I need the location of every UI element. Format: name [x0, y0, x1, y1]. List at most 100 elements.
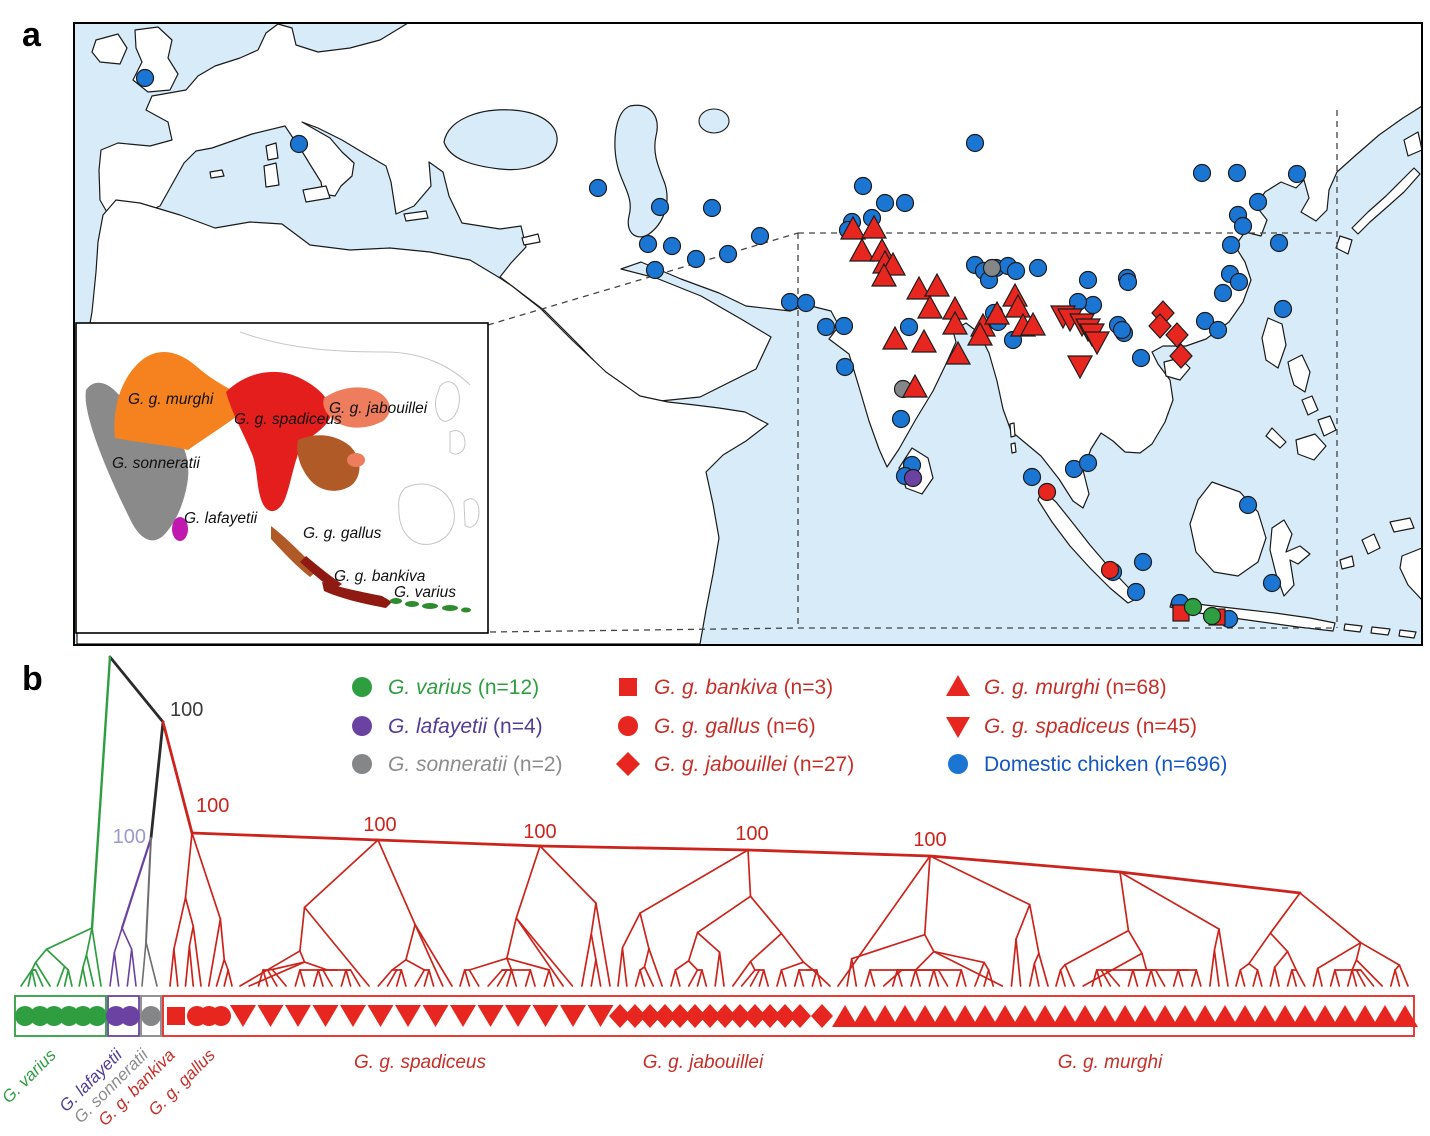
map-marker-domestic-chicken [1195, 311, 1215, 331]
map-border [73, 22, 1423, 646]
tree-branch [113, 927, 123, 954]
tree-branch [1269, 932, 1289, 953]
tree-branch [312, 969, 320, 987]
map-marker-domestic-chicken [780, 292, 800, 312]
tree-branch [215, 958, 226, 987]
tree-branch [91, 927, 102, 987]
map-marker-murghi [910, 328, 938, 353]
tree-branch [1248, 932, 1272, 965]
taxa-symbol-icon [1032, 1005, 1058, 1027]
tree-branch [1100, 969, 1112, 987]
map-marker-domestic-chicken [835, 357, 855, 377]
phylo-tree: 100 100 100 100 100 100 100 [20, 655, 1409, 987]
taxa-box-gallus-gallus [162, 995, 1415, 1037]
tree-branch [173, 948, 179, 987]
taxa-symbol-icon [699, 1004, 721, 1028]
legend: G. varius (n=12) G. lafayetii (n=4) G. son… [352, 675, 1227, 776]
landmass [1295, 433, 1327, 461]
tree-branch [294, 969, 301, 987]
tree-branch [81, 967, 88, 987]
tree-branch [793, 969, 800, 987]
tree-branch [34, 961, 51, 987]
landmass [1389, 517, 1415, 533]
taxa-symbol-icon [1352, 1005, 1378, 1027]
map-marker-domestic-chicken [135, 68, 155, 88]
taxa-symbol-icon [1372, 1005, 1398, 1027]
tree-branch [1132, 969, 1139, 987]
taxa-symbol-icon [312, 1005, 339, 1027]
tree-branch [85, 954, 95, 987]
tree-branch [1033, 962, 1040, 987]
landmass [91, 33, 128, 65]
tree-branch [423, 969, 430, 987]
tree-branch [1150, 969, 1157, 987]
circle-icon [352, 677, 372, 697]
tree-branch [299, 950, 306, 963]
map-marker-varius [1202, 606, 1222, 626]
tree-branch [63, 969, 70, 987]
tree-branch [864, 969, 871, 987]
landmass [302, 185, 331, 203]
map-marker-lafayetii [903, 468, 923, 488]
map-marker-domestic-chicken [1221, 235, 1241, 255]
map-marker-domestic-chicken [1022, 467, 1042, 487]
taxa-symbol-icon [774, 1004, 796, 1028]
tree-branch [634, 969, 641, 987]
landmass [1301, 395, 1319, 416]
taxa-symbol-icon [285, 1005, 311, 1027]
tree-branch [1015, 903, 1031, 940]
map-marker-domestic-chicken [965, 133, 985, 153]
range-varius [461, 607, 471, 613]
tree-branch [169, 948, 175, 987]
map-marker-domestic-chicken [638, 234, 658, 254]
tree-branch [395, 969, 403, 987]
inset-coastline [239, 331, 471, 386]
taxa-symbol-icon [729, 1004, 751, 1028]
tree-branch [188, 925, 195, 948]
legend-item: G. sonneratii (n=2) [352, 753, 563, 776]
landmass [403, 210, 429, 222]
tree-branch [1213, 928, 1220, 951]
tree-branch [1291, 969, 1298, 987]
tree-branch [1299, 892, 1362, 944]
tree-backbone [90, 655, 112, 930]
taxa-symbol-icon [811, 1004, 833, 1028]
tree-branch [747, 849, 752, 898]
tree-branch [910, 969, 917, 987]
tree-branch [1091, 969, 1098, 987]
tree-branch [303, 906, 370, 987]
roi-dashed-box [487, 110, 1338, 633]
legend-label: G. varius (n=12) [388, 676, 539, 699]
tree-branch [141, 941, 147, 987]
landmass [1009, 422, 1016, 438]
tree-branch [515, 917, 574, 987]
range-varius [422, 603, 438, 609]
tree-branch [45, 948, 66, 968]
map-marker-domestic-chicken [686, 249, 706, 269]
tree-branch [1038, 952, 1049, 987]
taxa-symbol-icon [44, 1006, 64, 1026]
tree-branch [731, 960, 752, 987]
taxa-symbol-icon [15, 1006, 35, 1026]
map-marker-murghi [1004, 293, 1032, 318]
tree-branch [414, 969, 426, 987]
map-frame [73, 22, 1423, 646]
tree-branch [869, 969, 876, 987]
map-marker-murghi [983, 300, 1011, 325]
range-varius [390, 598, 402, 604]
tree-branch [184, 896, 195, 928]
taxa-symbol-icon [1252, 1005, 1278, 1027]
inset-region-label: G. g. spadiceus [234, 411, 342, 428]
taxa-label: G. varius [0, 1045, 60, 1107]
tree-backbone [538, 844, 750, 852]
map-marker-domestic-chicken [834, 316, 854, 336]
black-sea [443, 109, 558, 171]
tree-branch [701, 969, 708, 987]
taxa-symbol-icon [167, 1007, 185, 1025]
tree-branch [459, 969, 466, 987]
taxa-symbol-icon [211, 1006, 231, 1026]
taxa-symbol-icon [1232, 1005, 1258, 1027]
tree-branch [1104, 969, 1121, 987]
tree-branch [506, 957, 513, 971]
